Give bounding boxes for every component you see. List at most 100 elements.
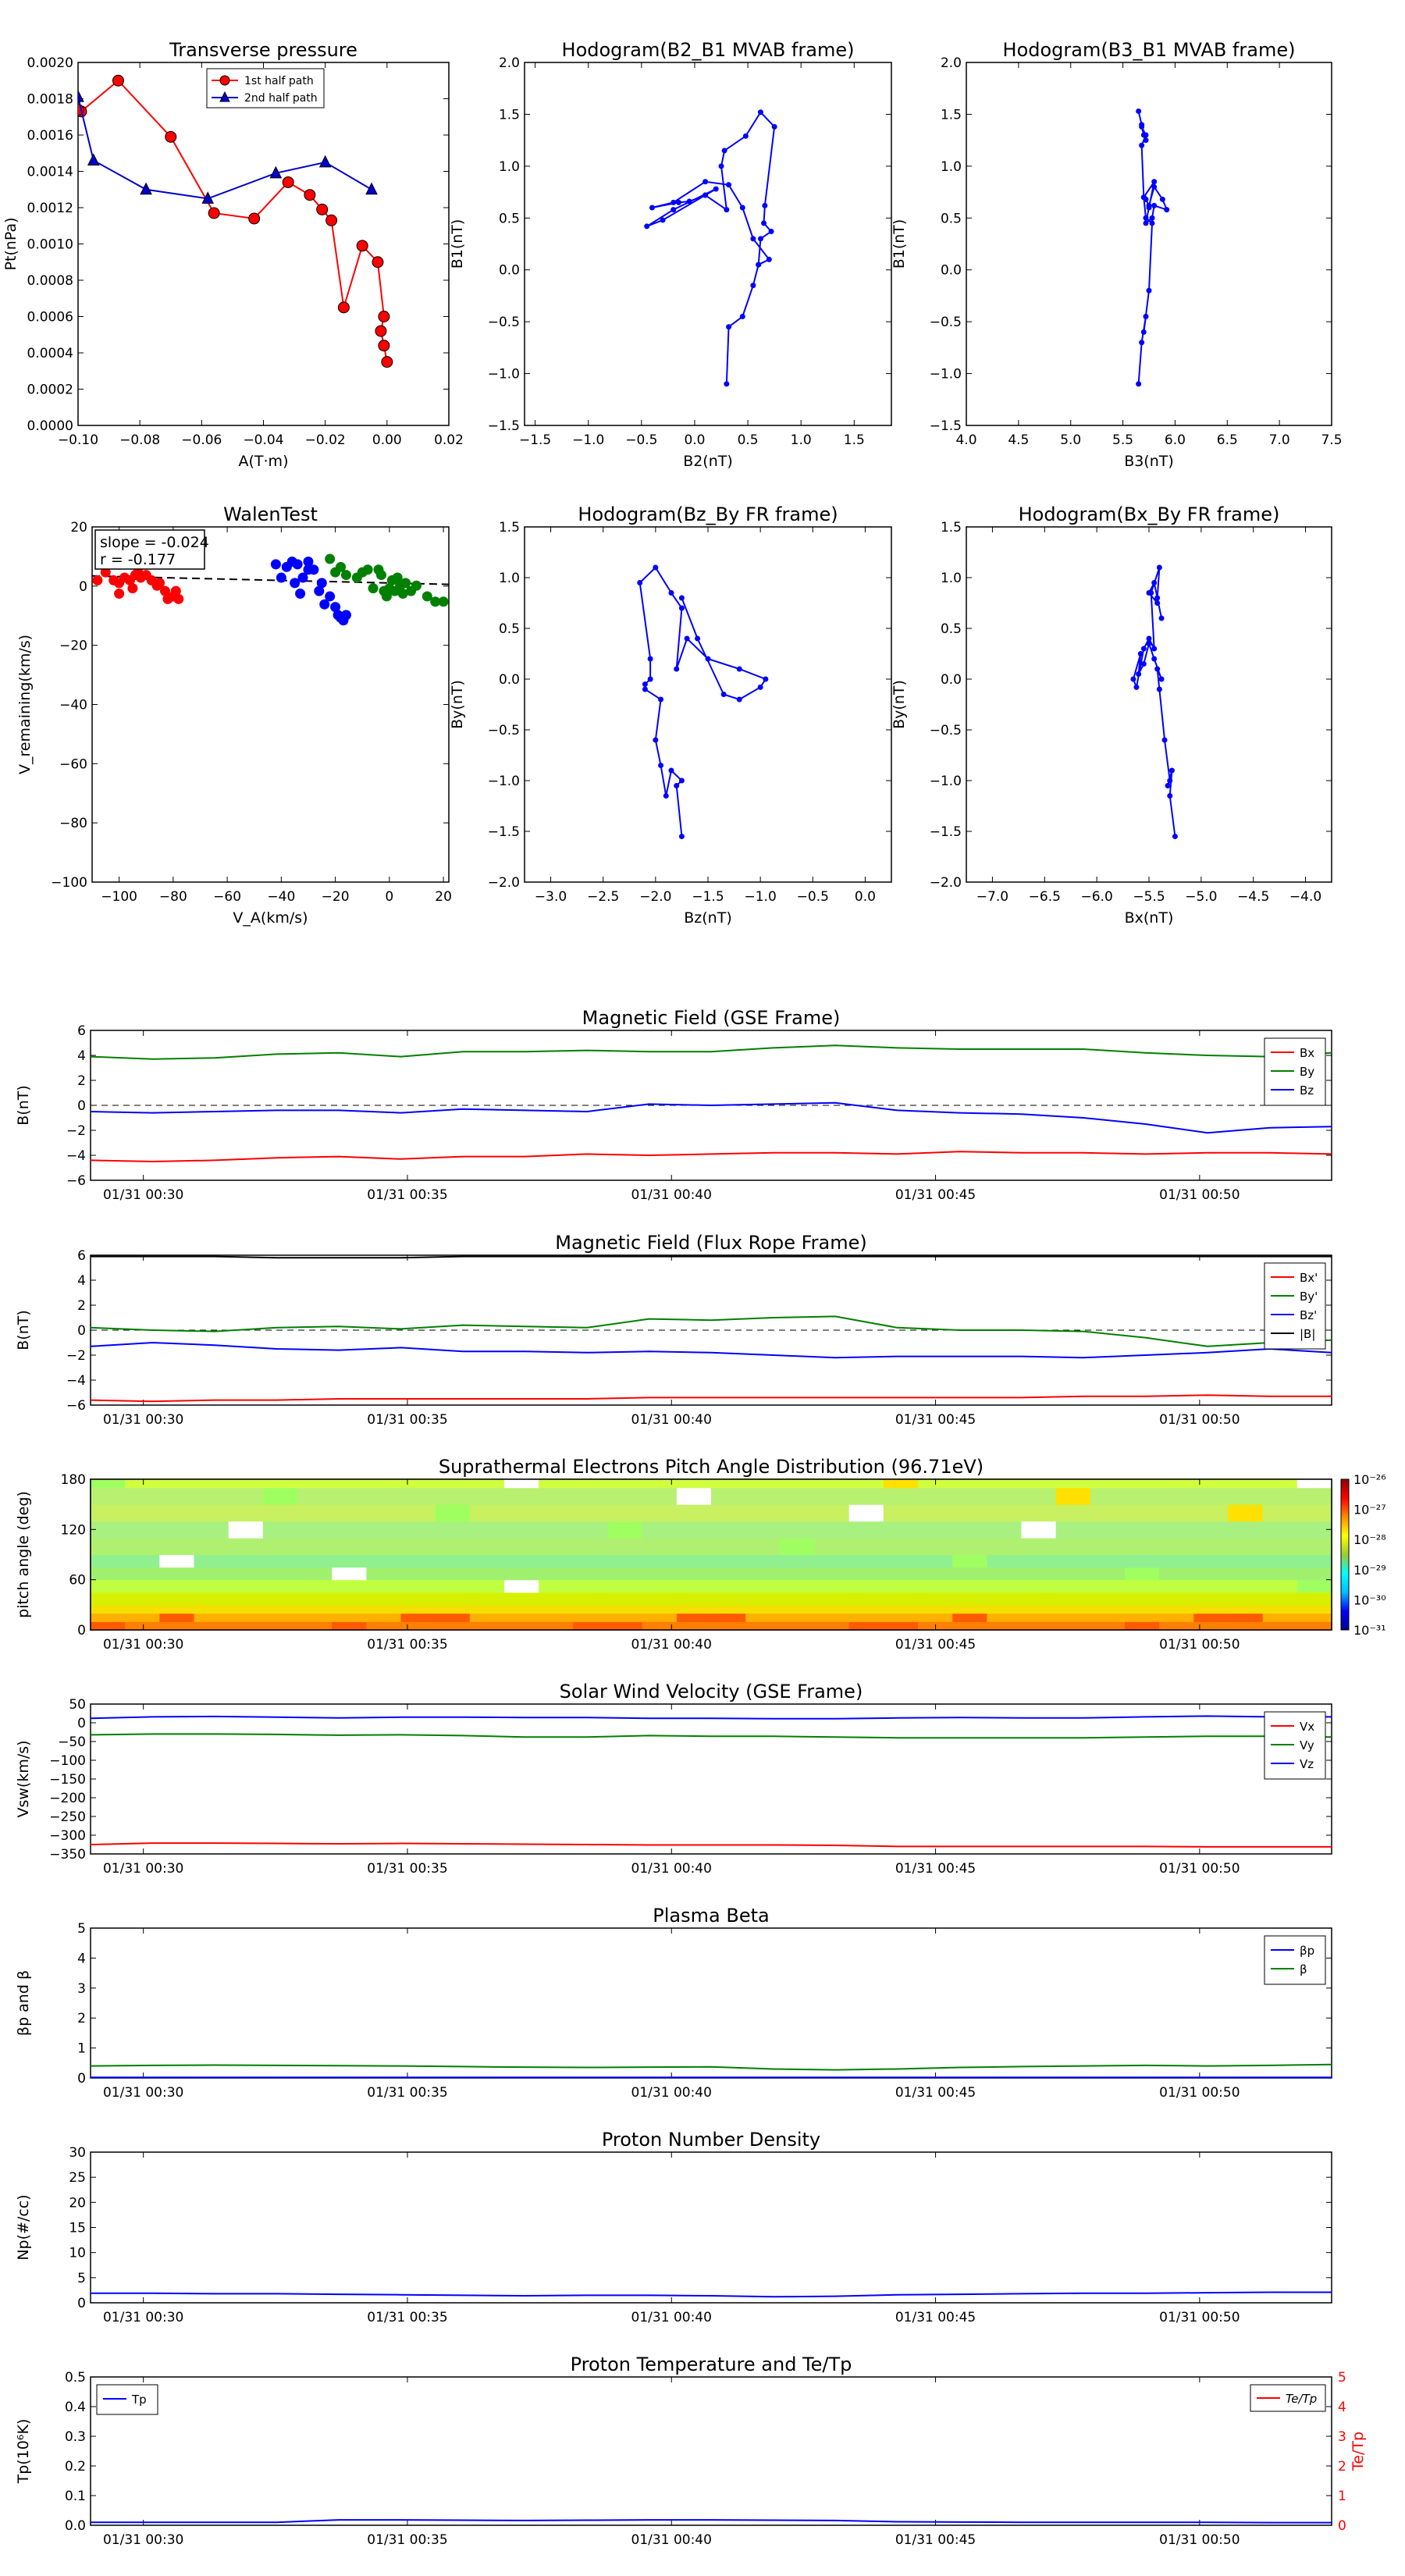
x-tick-label: 5.5 xyxy=(1112,432,1133,448)
y-tick-label: 10 xyxy=(69,2246,86,2261)
heatmap-cell xyxy=(400,1567,436,1581)
y-tick-label: 1.5 xyxy=(499,107,520,123)
right-tick-label: 3 xyxy=(1338,2429,1346,2445)
y-axis-label: B1(nT) xyxy=(891,219,908,269)
heatmap-cell xyxy=(987,1487,1023,1505)
y-tick-label: −100 xyxy=(49,1753,86,1769)
y-tick-label: −1.5 xyxy=(488,824,520,840)
x-tick-label: −0.02 xyxy=(305,432,346,448)
heatmap-cell xyxy=(814,1487,850,1505)
chart-title: Hodogram(B2_B1 MVAB frame) xyxy=(562,39,855,61)
y-axis-label: B1(nT) xyxy=(449,219,466,269)
heatmap-cell xyxy=(469,1604,505,1614)
heatmap-cell xyxy=(159,1567,195,1581)
heatmap-cell xyxy=(1021,1538,1057,1556)
data-point xyxy=(295,589,306,600)
colorbar-label: 10⁻³¹ xyxy=(1353,1623,1386,1638)
plot-frame xyxy=(90,2376,1332,2526)
heatmap-cell xyxy=(780,1613,816,1622)
heatmap-cell xyxy=(1125,1613,1160,1622)
data-point xyxy=(678,605,685,611)
heatmap-cell xyxy=(1055,1613,1091,1622)
data-point xyxy=(1140,661,1147,667)
series-line-Tp xyxy=(91,2519,1332,2524)
heatmap-cell xyxy=(711,1604,746,1614)
heatmap-cell xyxy=(504,1521,539,1539)
time-tick-label: 01/31 00:40 xyxy=(631,2532,712,2548)
heatmap-cell xyxy=(987,1604,1023,1614)
heatmap-cell xyxy=(400,1613,436,1622)
data-point xyxy=(1151,580,1158,585)
data-point xyxy=(736,666,742,672)
data-point xyxy=(248,212,261,225)
heatmap-cell xyxy=(952,1504,987,1522)
data-point xyxy=(1149,215,1155,221)
heatmap-cell xyxy=(1090,1538,1126,1556)
heatmap-cell xyxy=(1159,1554,1194,1568)
heatmap-cell xyxy=(366,1567,402,1581)
heatmap-cell xyxy=(1125,1504,1160,1522)
y-axis-label: By(nT) xyxy=(891,680,908,729)
heatmap-cell xyxy=(642,1604,678,1614)
heatmap-cell xyxy=(504,1579,539,1593)
heatmap-cell xyxy=(366,1504,402,1522)
heatmap-cell xyxy=(194,1604,229,1614)
heatmap-cell xyxy=(711,1554,746,1568)
heatmap-cell xyxy=(1297,1579,1332,1593)
heatmap-cell xyxy=(1055,1567,1091,1581)
data-point xyxy=(87,153,100,166)
y-tick-label: 0.5 xyxy=(499,211,520,226)
y-tick-label: 0.0 xyxy=(499,672,520,688)
heatmap-cell xyxy=(883,1479,919,1489)
time-tick-label: 01/31 00:50 xyxy=(1159,1187,1240,1203)
heatmap-cell xyxy=(573,1487,609,1505)
heatmap-cell xyxy=(883,1554,919,1568)
panel-mag_fr: Magnetic Field (Flux Rope Frame) −6 −4 −2 0 2… xyxy=(15,1232,1332,1428)
y-axis-label: B(nT) xyxy=(15,1310,32,1350)
data-point xyxy=(173,593,184,604)
data-point xyxy=(663,793,669,799)
heatmap-cell xyxy=(1055,1604,1091,1614)
heatmap-cell xyxy=(814,1567,850,1581)
heatmap-cell xyxy=(194,1579,229,1593)
heatmap-cell xyxy=(573,1554,609,1568)
legend-label: Bz xyxy=(1300,1083,1314,1098)
x-axis-label: Bx(nT) xyxy=(1125,909,1174,927)
y-tick-label: 0 xyxy=(77,1323,86,1339)
y-tick-label: 0.5 xyxy=(941,211,962,226)
data-point xyxy=(668,767,674,774)
chart-title: Hodogram(B3_B1 MVAB frame) xyxy=(1003,39,1296,61)
heatmap-cell xyxy=(573,1479,609,1489)
legend-label: Bx xyxy=(1300,1046,1314,1060)
heatmap-cell xyxy=(125,1538,160,1556)
heatmap-cell xyxy=(1159,1504,1194,1522)
heatmap-cell xyxy=(435,1538,471,1556)
heatmap-cell xyxy=(1228,1487,1264,1505)
x-tick-label: −4.0 xyxy=(1289,889,1321,905)
data-point xyxy=(392,572,403,583)
data-point xyxy=(356,240,368,252)
y-tick-label: −1.0 xyxy=(488,774,520,789)
data-point xyxy=(375,570,386,581)
heatmap-cell xyxy=(952,1613,987,1622)
heatmap-cell xyxy=(539,1479,574,1489)
data-point xyxy=(269,165,283,179)
data-point xyxy=(1167,777,1173,784)
heatmap-cell xyxy=(1193,1621,1229,1631)
heatmap-cell xyxy=(573,1604,609,1614)
panel-walen: WalenTest −100 −80 −60 −40 −20 0 20 −100 −80 −60 −4… xyxy=(16,503,452,927)
heatmap-cell xyxy=(780,1538,816,1556)
y-tick-label: 0.0004 xyxy=(27,346,73,361)
data-point xyxy=(684,635,690,642)
heatmap-cell xyxy=(1193,1554,1229,1568)
heatmap-cell xyxy=(607,1613,643,1622)
heatmap-cell xyxy=(125,1592,160,1606)
heatmap-cell xyxy=(400,1579,436,1593)
heatmap-cell xyxy=(297,1592,333,1606)
heatmap-cell xyxy=(400,1487,436,1505)
y-tick-label: 1.5 xyxy=(941,520,962,535)
heatmap-cell xyxy=(1159,1567,1194,1581)
heatmap-cell xyxy=(848,1579,884,1593)
data-point xyxy=(1161,737,1168,743)
heatmap-cell xyxy=(642,1621,678,1631)
